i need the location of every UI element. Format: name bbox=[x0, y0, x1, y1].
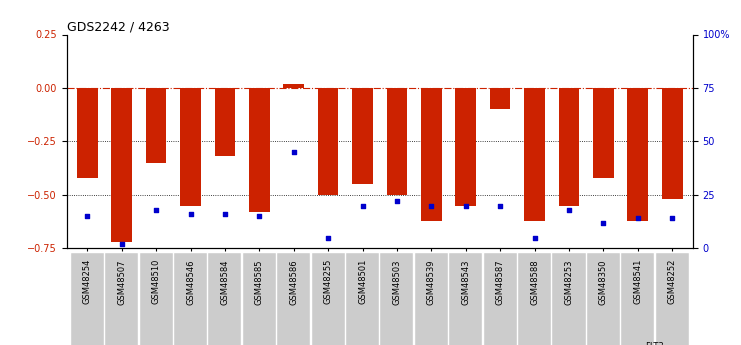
Text: GSM48586: GSM48586 bbox=[289, 259, 299, 305]
Text: GSM48350: GSM48350 bbox=[599, 259, 608, 305]
Bar bbox=[421, 88, 442, 220]
FancyBboxPatch shape bbox=[656, 253, 688, 345]
FancyBboxPatch shape bbox=[553, 253, 585, 345]
Bar bbox=[593, 88, 614, 178]
Bar bbox=[283, 84, 304, 88]
Bar bbox=[180, 88, 201, 206]
Text: GSM48255: GSM48255 bbox=[324, 259, 333, 305]
Bar bbox=[524, 88, 545, 220]
FancyBboxPatch shape bbox=[139, 253, 173, 345]
Text: GSM48541: GSM48541 bbox=[634, 259, 642, 305]
FancyBboxPatch shape bbox=[174, 253, 207, 345]
Point bbox=[253, 214, 265, 219]
Point bbox=[425, 203, 437, 208]
Point bbox=[597, 220, 609, 226]
Bar bbox=[215, 88, 235, 156]
Point bbox=[82, 214, 93, 219]
FancyBboxPatch shape bbox=[105, 253, 139, 345]
Bar bbox=[662, 88, 682, 199]
Text: GSM48252: GSM48252 bbox=[668, 259, 677, 305]
Point bbox=[632, 216, 644, 221]
Point bbox=[116, 241, 127, 247]
Bar bbox=[249, 88, 270, 212]
Text: GSM48588: GSM48588 bbox=[530, 259, 539, 305]
Point bbox=[185, 211, 196, 217]
Point bbox=[563, 207, 575, 213]
Text: GSM48510: GSM48510 bbox=[152, 259, 161, 305]
FancyBboxPatch shape bbox=[587, 253, 620, 345]
Text: GSM48539: GSM48539 bbox=[427, 259, 436, 305]
Bar bbox=[146, 88, 167, 163]
FancyBboxPatch shape bbox=[449, 253, 482, 345]
Bar bbox=[559, 88, 579, 206]
Bar bbox=[456, 88, 476, 206]
FancyBboxPatch shape bbox=[518, 253, 551, 345]
FancyBboxPatch shape bbox=[621, 253, 654, 345]
FancyBboxPatch shape bbox=[71, 253, 104, 345]
Bar bbox=[628, 88, 648, 220]
Point bbox=[356, 203, 368, 208]
Text: GSM48253: GSM48253 bbox=[565, 259, 574, 305]
FancyBboxPatch shape bbox=[415, 253, 448, 345]
Text: GSM48507: GSM48507 bbox=[117, 259, 126, 305]
FancyBboxPatch shape bbox=[277, 253, 310, 345]
Text: GSM48587: GSM48587 bbox=[496, 259, 505, 305]
Point bbox=[322, 235, 334, 240]
FancyBboxPatch shape bbox=[208, 253, 242, 345]
Text: GSM48585: GSM48585 bbox=[255, 259, 264, 305]
Text: GSM48546: GSM48546 bbox=[186, 259, 195, 305]
FancyBboxPatch shape bbox=[380, 253, 413, 345]
Point bbox=[460, 203, 472, 208]
Point bbox=[150, 207, 162, 213]
Point bbox=[528, 235, 540, 240]
Point bbox=[219, 211, 231, 217]
Point bbox=[288, 149, 299, 155]
Bar bbox=[77, 88, 98, 178]
Text: GSM48254: GSM48254 bbox=[83, 259, 92, 305]
Bar bbox=[490, 88, 511, 109]
Point bbox=[666, 216, 678, 221]
Text: GSM48543: GSM48543 bbox=[461, 259, 471, 305]
Text: GSM48501: GSM48501 bbox=[358, 259, 367, 305]
Bar bbox=[352, 88, 373, 184]
FancyBboxPatch shape bbox=[346, 253, 379, 345]
Text: GDS2242 / 4263: GDS2242 / 4263 bbox=[67, 20, 169, 33]
Text: GSM48503: GSM48503 bbox=[393, 259, 402, 305]
Point bbox=[391, 199, 403, 204]
Bar bbox=[111, 88, 132, 242]
FancyBboxPatch shape bbox=[484, 253, 516, 345]
Point bbox=[494, 203, 506, 208]
FancyBboxPatch shape bbox=[243, 253, 276, 345]
FancyBboxPatch shape bbox=[312, 253, 345, 345]
Text: GSM48584: GSM48584 bbox=[220, 259, 230, 305]
Bar bbox=[387, 88, 408, 195]
Text: FLT3
internal
tande
m dupli: FLT3 internal tande m dupli bbox=[639, 342, 671, 345]
Bar bbox=[318, 88, 339, 195]
